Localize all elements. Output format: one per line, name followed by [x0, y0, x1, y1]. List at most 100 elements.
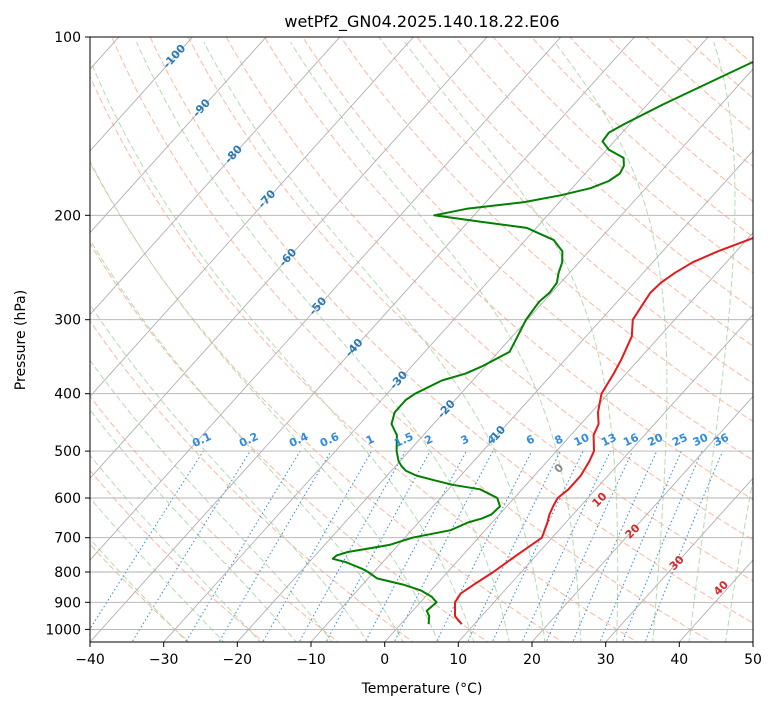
mixing-ratio-label: 0.4 — [287, 430, 310, 450]
mixing-ratio-line — [545, 450, 633, 642]
dry-adiabat-line — [90, 395, 340, 642]
x-tick-label: −20 — [223, 652, 253, 668]
moist-adiabat-line — [136, 41, 510, 642]
isotherm-line — [236, 68, 753, 642]
mixing-ratio-label: 0.2 — [237, 430, 260, 450]
moist-adiabat-line — [90, 454, 261, 642]
moist-adiabat-line — [554, 41, 668, 642]
moist-adiabat-line — [404, 41, 619, 642]
mixing-ratio-line — [393, 450, 494, 642]
moist-adiabat-line — [725, 476, 753, 642]
mixing-ratio-line — [572, 450, 658, 642]
moist-adiabat-line — [90, 58, 475, 642]
dry-adiabat-line — [187, 37, 753, 582]
mixing-ratio-line — [599, 450, 682, 642]
y-tick-label: 800 — [54, 565, 81, 581]
mixing-ratio-line — [131, 450, 251, 642]
dry-adiabat-line — [721, 37, 753, 65]
mixing-ratio-line — [262, 450, 373, 642]
plot-frame — [89, 36, 754, 643]
isotherm-line — [531, 395, 753, 642]
dry-adiabat-line — [645, 37, 753, 133]
mixing-ratio-line — [298, 450, 406, 642]
dry-adiabat-line — [111, 37, 713, 642]
dry-adiabat-line — [90, 469, 265, 642]
isotherm-line — [678, 559, 753, 642]
isotherm-line — [90, 37, 636, 642]
moist-adiabat-line — [290, 41, 582, 642]
mixing-ratio-label: 25 — [670, 431, 689, 449]
y-axis-label: Pressure (hPa) — [13, 290, 29, 390]
y-tick-label: 1000 — [45, 622, 81, 638]
mixing-ratio-label: 6 — [524, 432, 537, 447]
dry-adiabat-line — [90, 161, 564, 642]
mixing-ratio-line — [644, 450, 724, 642]
mixing-ratio-line — [466, 450, 561, 642]
y-tick-label: 100 — [54, 30, 81, 46]
x-tick-label: 20 — [523, 652, 541, 668]
moist-adiabat-line — [203, 41, 546, 642]
dry-adiabat-line — [746, 24, 775, 645]
moist-adiabat-label: 40 — [711, 578, 731, 598]
moist-adiabat-line — [90, 409, 297, 642]
mixing-ratio-label: 30 — [691, 431, 711, 449]
mixing-ratio-label: 13 — [599, 431, 618, 449]
x-tick-label: 50 — [744, 652, 762, 668]
grid — [90, 37, 753, 642]
y-tick-label: 300 — [54, 313, 81, 329]
isotherm-line — [163, 37, 709, 642]
mixing-ratio-line — [435, 450, 533, 642]
x-tick-label: 10 — [449, 652, 467, 668]
dry-adiabat-line — [149, 37, 753, 624]
dry-adiabat-line — [607, 37, 753, 168]
moist-adiabat-line — [90, 497, 225, 642]
isotherm-line — [90, 37, 267, 234]
y-tick-label: 500 — [54, 444, 81, 460]
mixing-ratio-label: 0.1 — [190, 430, 213, 450]
isotherm-line — [752, 641, 753, 642]
isotherm-line — [90, 37, 562, 561]
moist-adiabat-line — [90, 359, 333, 642]
background-lines — [90, 24, 775, 645]
x-axis: −40 −30 −20 −10 0 10 20 30 40 50 — [75, 642, 762, 668]
y-tick-label: 400 — [54, 387, 81, 403]
x-tick-label: 30 — [597, 652, 615, 668]
dry-adiabat-line — [90, 242, 489, 642]
dry-adiabat-line — [378, 37, 753, 384]
dry-adiabat-line — [225, 37, 753, 541]
dry-adiabat-line — [454, 37, 753, 310]
dewpoint-profile — [331, 60, 753, 625]
dry-adiabat-line — [263, 37, 753, 501]
isotherm-line — [457, 313, 753, 642]
mixing-ratio-line — [621, 450, 703, 642]
dry-adiabat-line — [340, 37, 753, 423]
moist-adiabat-line — [90, 303, 369, 642]
mixing-ratio-label: 0.6 — [318, 430, 341, 450]
dry-adiabat-line — [683, 37, 753, 99]
y-tick-label: 900 — [54, 595, 81, 611]
dry-adiabat-line — [90, 75, 639, 642]
isotherm-line — [90, 37, 488, 479]
x-tick-label: −40 — [75, 652, 105, 668]
temperature-profile — [454, 237, 753, 625]
y-tick-label: 700 — [54, 531, 81, 547]
y-tick-label: 600 — [54, 491, 81, 507]
isotherm-line — [384, 232, 753, 642]
isotherm-line — [90, 37, 341, 316]
mixing-ratio-label: 3 — [459, 432, 471, 447]
x-tick-label: 40 — [670, 652, 688, 668]
isotherm-line — [90, 37, 415, 398]
x-axis-label: Temperature (°C) — [361, 681, 483, 697]
mixing-ratio-line — [491, 450, 584, 642]
mixing-ratio-line — [521, 450, 611, 642]
mixing-ratio-line — [185, 450, 301, 642]
dry-adiabat-line — [569, 37, 753, 203]
mixing-ratio-line — [325, 450, 431, 642]
mixing-ratio-label: 36 — [712, 431, 732, 449]
y-tick-label: 200 — [54, 208, 81, 224]
dry-adiabat-line — [302, 37, 753, 461]
mixing-ratio-label: 16 — [621, 431, 641, 449]
x-tick-label: 0 — [380, 652, 389, 668]
mixing-ratio-label: 1 — [364, 432, 376, 447]
